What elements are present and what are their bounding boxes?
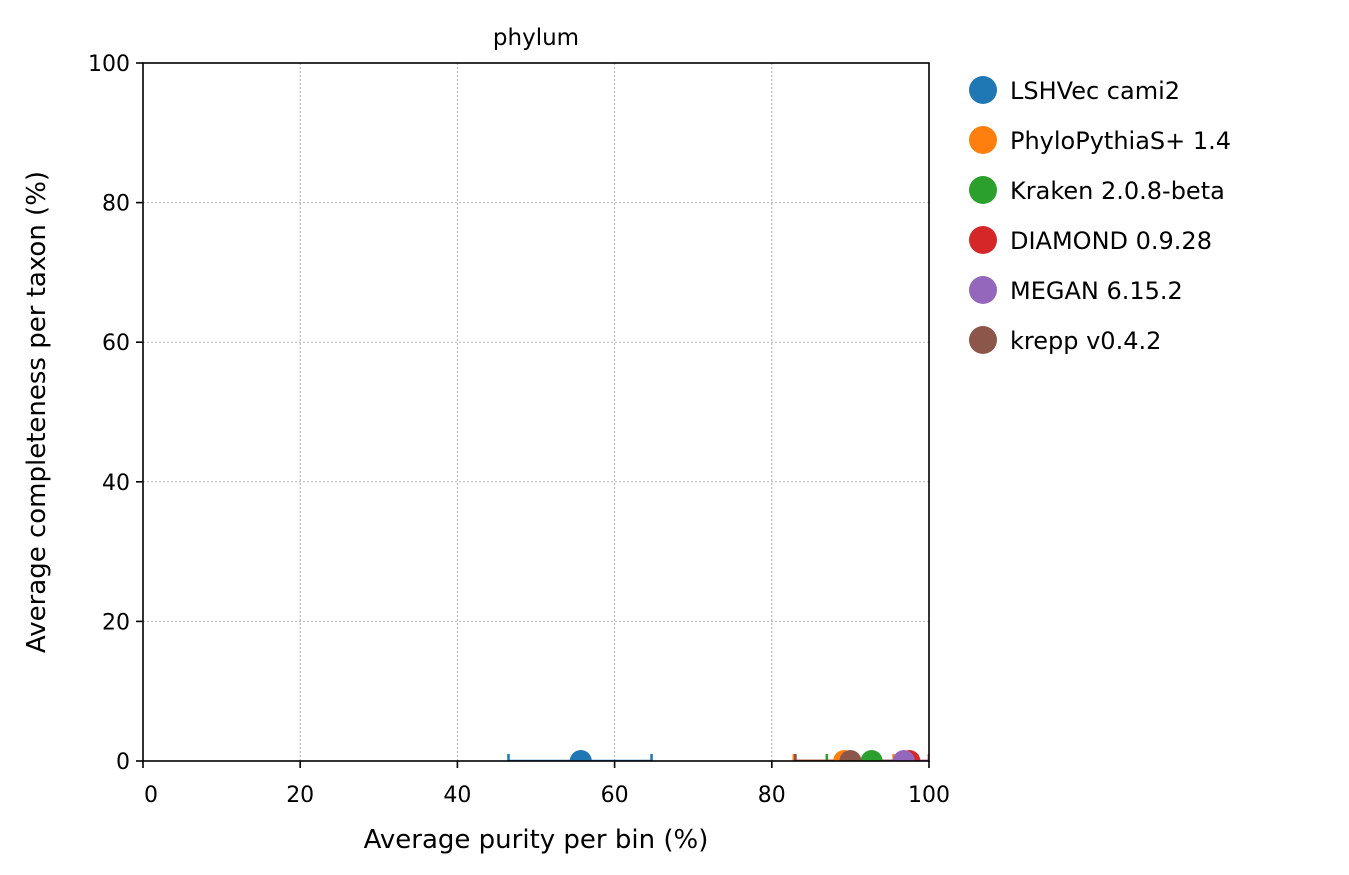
y-tick-label: 20 — [102, 610, 130, 635]
x-axis-label: Average purity per bin (%) — [364, 825, 709, 855]
legend-label: LSHVec cami2 — [1010, 77, 1180, 105]
legend-marker — [969, 126, 997, 154]
legend-label: krepp v0.4.2 — [1010, 327, 1161, 355]
x-tick-label: 0 — [144, 783, 158, 808]
legend-marker — [969, 276, 997, 304]
legend: LSHVec cami2 PhyloPythiaS+ 1.4 Kraken 2.0.… — [969, 76, 1231, 355]
x-tick-label: 20 — [286, 783, 314, 808]
data-points — [569, 750, 921, 761]
y-tick-label: 40 — [102, 471, 130, 496]
data-point — [569, 750, 592, 761]
x-tick-label: 100 — [908, 783, 950, 808]
x-tick-label: 80 — [758, 783, 786, 808]
y-tick-label: 100 — [88, 52, 130, 77]
chart-title: phylum — [493, 25, 579, 51]
legend-marker — [969, 226, 997, 254]
grid-lines — [142, 62, 930, 762]
legend-item: PhyloPythiaS+ 1.4 — [969, 126, 1231, 155]
plot-frame — [142, 62, 930, 762]
legend-label: Kraken 2.0.8-beta — [1010, 177, 1225, 205]
y-tick-label: 60 — [102, 331, 130, 356]
data-point — [839, 750, 862, 761]
legend-label: PhyloPythiaS+ 1.4 — [1010, 127, 1231, 155]
data-point — [892, 750, 915, 761]
y-tick-label: 0 — [116, 750, 130, 775]
axis-ticks: 0 20 40 60 80 100 0 20 40 60 80 100 — [88, 52, 950, 808]
legend-item: DIAMOND 0.9.28 — [969, 226, 1212, 255]
legend-item: krepp v0.4.2 — [969, 326, 1161, 355]
y-axis-label: Average completeness per taxon (%) — [22, 171, 52, 653]
legend-item: LSHVec cami2 — [969, 76, 1180, 105]
legend-marker — [969, 176, 997, 204]
legend-label: MEGAN 6.15.2 — [1010, 277, 1183, 305]
legend-item: MEGAN 6.15.2 — [969, 276, 1183, 305]
legend-marker — [969, 76, 997, 104]
legend-item: Kraken 2.0.8-beta — [969, 176, 1225, 205]
legend-label: DIAMOND 0.9.28 — [1010, 227, 1212, 255]
x-tick-label: 60 — [601, 783, 629, 808]
legend-marker — [969, 326, 997, 354]
data-point — [860, 750, 883, 761]
y-tick-label: 80 — [102, 192, 130, 217]
x-tick-label: 40 — [443, 783, 471, 808]
